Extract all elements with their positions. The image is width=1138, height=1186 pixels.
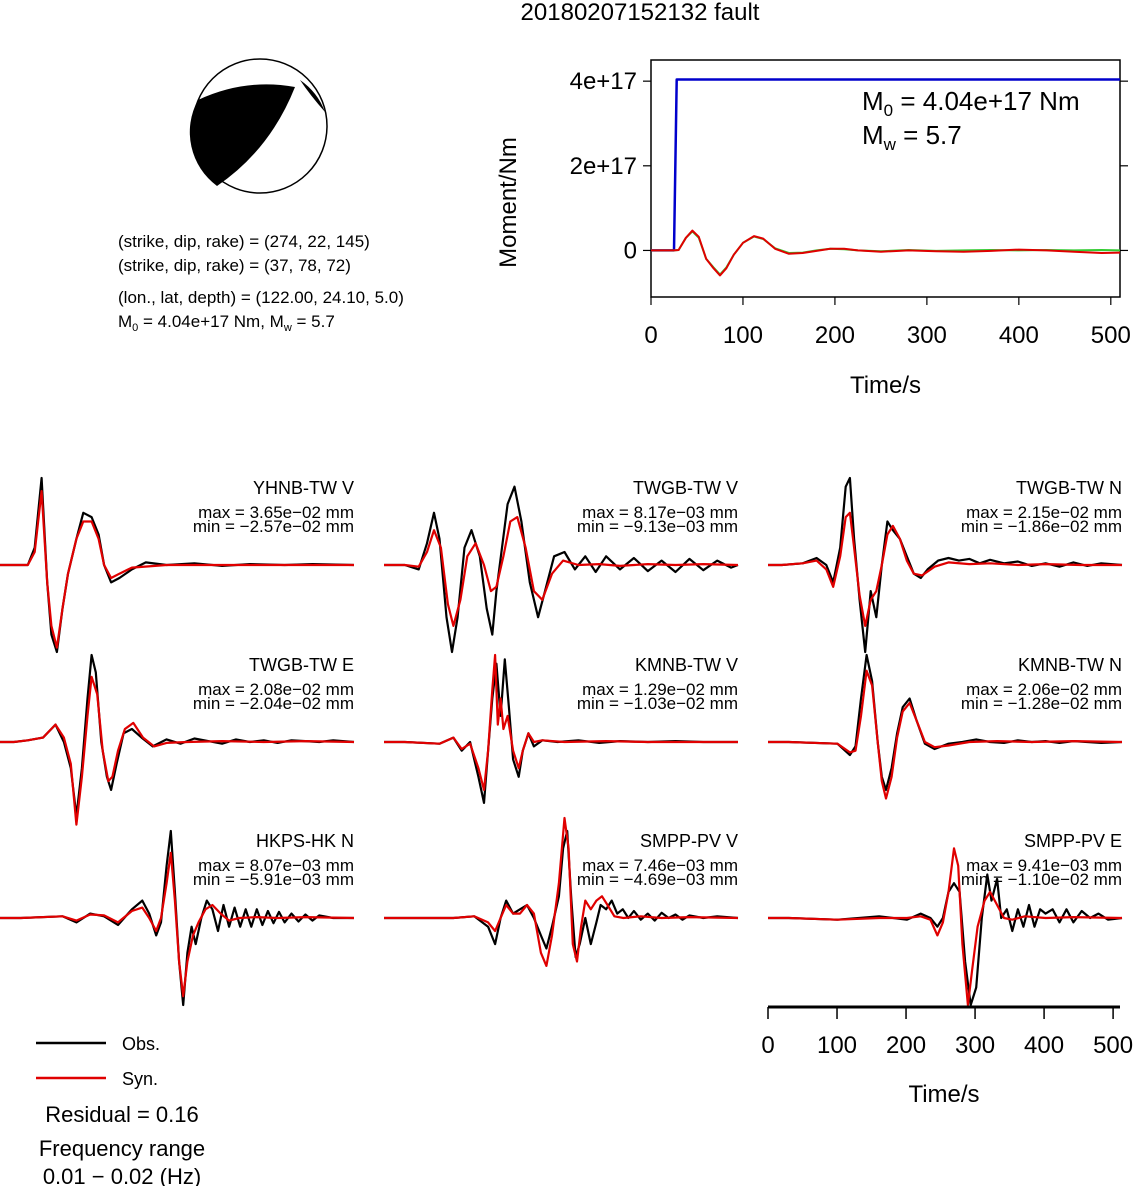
- residual-text: Residual = 0.16: [45, 1102, 199, 1127]
- min-amplitude-label: min = −2.04e−02 mm: [193, 694, 354, 713]
- station-label: KMNB-TW N: [1018, 655, 1122, 675]
- source-time-function-line: [651, 230, 1121, 276]
- moment-y-axis-label: Moment/Nm: [495, 137, 522, 268]
- legend-obs-label: Obs.: [122, 1034, 160, 1054]
- synthetic-trace: [384, 515, 739, 628]
- station-label: TWGB-TW N: [1016, 478, 1122, 498]
- station-label: SMPP-PV V: [640, 831, 738, 851]
- max-amplitude-label: max = 7.46e−03 mm: [582, 856, 738, 875]
- frequency-label: Frequency range: [39, 1136, 205, 1161]
- station-label: SMPP-PV E: [1024, 831, 1122, 851]
- observed-trace: [384, 829, 739, 959]
- nodal-plane-1: (strike, dip, rake) = (274, 22, 145): [118, 232, 370, 251]
- synthetic-trace: [384, 816, 739, 968]
- synthetic-trace: [768, 511, 1122, 628]
- max-amplitude-label: max = 2.15e−02 mm: [966, 503, 1122, 522]
- moment-annotation-m0: M0 = 4.04e+17 Nm: [862, 86, 1080, 120]
- waveform-time-axis: 0 100 200 300 400 500 Time/s: [761, 1005, 1133, 1108]
- synthetic-trace: [768, 847, 1123, 1007]
- legend: Obs. Syn.: [36, 1034, 160, 1089]
- station-label: YHNB-TW V: [253, 478, 354, 498]
- moment-annotation-mw: Mw = 5.7: [862, 120, 962, 154]
- moment-x-axis-label: Time/s: [850, 372, 921, 399]
- station-label: KMNB-TW V: [635, 655, 738, 675]
- min-amplitude-label: min = −1.86e−02 mm: [961, 517, 1122, 536]
- synthetic-trace: [384, 653, 738, 792]
- station-label: TWGB-TW E: [249, 655, 354, 675]
- waveform-x-tick-label: 400: [1024, 1032, 1064, 1059]
- frequency-value: 0.01 − 0.02 (Hz): [43, 1164, 201, 1186]
- observed-trace: [768, 653, 1123, 792]
- location-line: (lon., lat, depth) = (122.00, 24.10, 5.0…: [118, 288, 404, 307]
- max-amplitude-label: max = 2.06e−02 mm: [966, 680, 1122, 699]
- synthetic-trace: [0, 675, 355, 826]
- max-amplitude-label: max = 1.29e−02 mm: [582, 680, 738, 699]
- legend-syn-label: Syn.: [122, 1069, 158, 1089]
- nodal-plane-2: (strike, dip, rake) = (37, 78, 72): [118, 256, 351, 275]
- figure-title: 20180207152132 fault: [521, 0, 760, 26]
- moment-y-tick-label: 4e+17: [570, 68, 637, 95]
- moment-y-tick-label: 0: [624, 237, 637, 264]
- observed-trace: [768, 476, 1123, 654]
- observed-trace: [768, 873, 1123, 1007]
- waveform-x-tick-label: 100: [817, 1032, 857, 1059]
- waveform-x-tick-label: 500: [1093, 1032, 1133, 1059]
- moment-x-tick-label: 0: [644, 322, 657, 349]
- moment-plot-frame: [650, 59, 1121, 298]
- moment-x-tick-label: 200: [815, 322, 855, 349]
- max-amplitude-label: max = 3.65e−02 mm: [198, 503, 354, 522]
- min-amplitude-label: min = −9.13e−03 mm: [577, 517, 738, 536]
- source-time-function-synthetic-line: [651, 229, 1121, 277]
- station-label: TWGB-TW V: [633, 478, 738, 498]
- max-amplitude-label: max = 8.07e−03 mm: [198, 856, 354, 875]
- synthetic-trace: [0, 490, 354, 649]
- moment-x-tick-label: 500: [1091, 322, 1131, 349]
- magnitude-line: M0 = 4.04e+17 Nm, Mw = 5.7: [118, 312, 335, 334]
- synthetic-trace: [0, 851, 355, 998]
- max-amplitude-label: max = 2.08e−02 mm: [198, 680, 354, 699]
- min-amplitude-label: min = −4.69e−03 mm: [577, 870, 738, 889]
- synthetic-trace: [768, 669, 1123, 800]
- min-amplitude-label: min = −1.03e−02 mm: [577, 694, 738, 713]
- observed-trace: [0, 829, 354, 1007]
- min-amplitude-label: min = −1.10e−02 mm: [961, 870, 1122, 889]
- moment-chart: 0 100 200 300 400 500 0 2e+17 4e+17 Time/s Moment/…: [495, 59, 1131, 399]
- moment-x-tick-label: 100: [723, 322, 763, 349]
- beachball-compression-quadrant-2: [300, 80, 325, 112]
- station-label: HKPS-HK N: [256, 831, 354, 851]
- beachball-compression-quadrant-1: [189, 84, 295, 186]
- waveform-x-tick-label: 200: [886, 1032, 926, 1059]
- moment-x-tick-label: 300: [907, 322, 947, 349]
- waveform-x-tick-label: 300: [955, 1032, 995, 1059]
- moment-x-tick-label: 400: [999, 322, 1039, 349]
- waveform-x-tick-label: 0: [761, 1032, 774, 1059]
- waveform-x-axis-label: Time/s: [908, 1081, 979, 1108]
- max-amplitude-label: max = 9.41e−03 mm: [966, 856, 1122, 875]
- moment-y-tick-label: 2e+17: [570, 153, 637, 180]
- min-amplitude-label: min = −2.57e−02 mm: [193, 517, 354, 536]
- min-amplitude-label: min = −1.28e−02 mm: [961, 694, 1122, 713]
- min-amplitude-label: min = −5.91e−03 mm: [193, 870, 354, 889]
- beachball: [189, 58, 328, 194]
- max-amplitude-label: max = 8.17e−03 mm: [582, 503, 738, 522]
